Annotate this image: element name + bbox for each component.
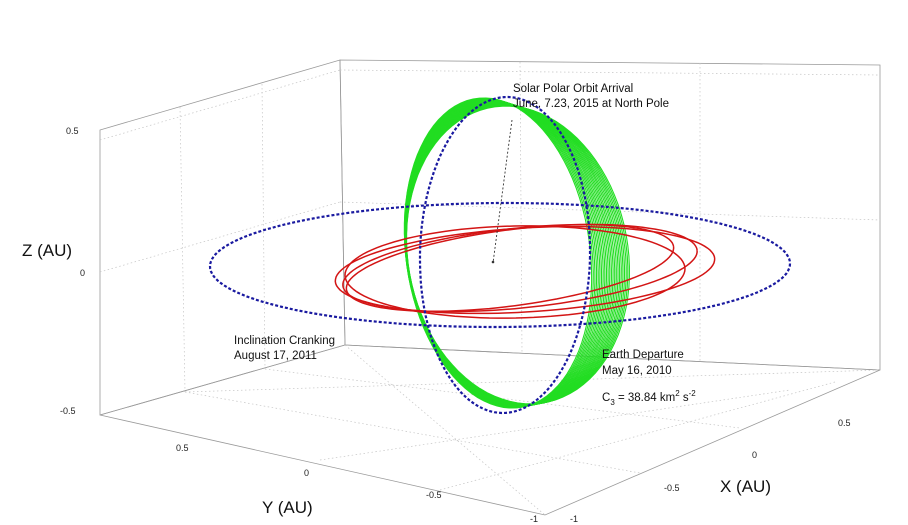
grid-line [184, 369, 881, 393]
polar-orbit [418, 95, 592, 415]
reference-orbits [208, 95, 792, 415]
grid-line [179, 106, 186, 393]
departure-annotation-title: Earth Departure [602, 349, 684, 361]
sun-marker [491, 260, 495, 264]
departure-annotation-date: May 16, 2010 [602, 365, 672, 377]
x-tick-label: -1 [570, 514, 578, 524]
z-tick-label: 0 [80, 268, 85, 278]
y-tick-label: 0 [304, 468, 309, 478]
grid-line [439, 381, 836, 491]
grid-lines [99, 61, 881, 516]
y-tick-label: -1 [530, 514, 538, 524]
y-tick-label: 0.5 [176, 443, 189, 453]
transfer-orbit [345, 223, 675, 313]
z-tick-label: -0.5 [60, 406, 76, 416]
cranking-annotation-title: Inclination Cranking [234, 335, 335, 347]
pole-axis-line [492, 119, 513, 264]
z-tick-label: 0.5 [66, 126, 79, 136]
grid-line [261, 83, 266, 370]
arrival-annotation-title: Solar Polar Orbit Arrival [513, 83, 633, 95]
grid-line [344, 344, 546, 516]
earth-transfer-trajectory [334, 223, 716, 319]
c3-annotation: C3 = 38.84 km2 s-2 [602, 389, 696, 407]
y-axis-label: Y (AU) [262, 498, 313, 517]
ecliptic-orbit [208, 201, 792, 329]
cranking-annotation-date: August 17, 2011 [234, 350, 317, 362]
arrival-annotation-date: June, 7.23, 2015 at North Pole [513, 98, 669, 110]
transfer-orbit [344, 225, 686, 319]
spiral-loop [403, 97, 593, 409]
grid-line [99, 69, 341, 141]
inclination-cranking-spiral [403, 97, 630, 409]
grid-line [184, 391, 641, 474]
x-tick-label: 0.5 [838, 418, 851, 428]
x-tick-label: -0.5 [664, 483, 680, 493]
axes-box [99, 59, 881, 516]
floor-panel [99, 344, 881, 516]
transfer-orbit [334, 225, 716, 315]
grid-line [339, 69, 881, 76]
transfer-orbit [342, 223, 698, 313]
x-axis-label: X (AU) [720, 477, 771, 496]
grid-line [519, 61, 523, 354]
z-axis-label: Z (AU) [22, 241, 72, 260]
x-tick-label: 0 [752, 450, 757, 460]
y-tick-label: -0.5 [426, 490, 442, 500]
grid-line [99, 201, 341, 273]
